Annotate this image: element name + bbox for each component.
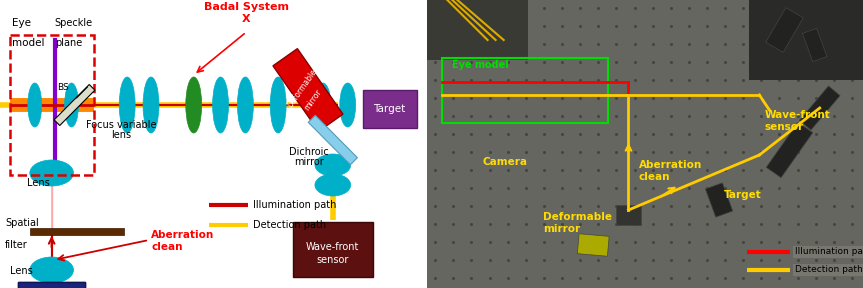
Text: Aberration: Aberration <box>639 160 702 170</box>
Bar <box>362 90 417 128</box>
Bar <box>705 183 733 217</box>
Bar <box>427 0 528 60</box>
Ellipse shape <box>315 154 350 176</box>
Text: lens: lens <box>111 130 131 140</box>
Text: Wave-front: Wave-front <box>765 110 830 120</box>
Ellipse shape <box>119 77 135 133</box>
Bar <box>799 86 840 130</box>
Bar <box>273 49 343 131</box>
Text: Illumination path: Illumination path <box>254 200 337 210</box>
Text: Speckle: Speckle <box>54 18 92 28</box>
Text: Deformable: Deformable <box>543 212 612 222</box>
Bar <box>54 84 95 126</box>
Text: model: model <box>12 38 44 48</box>
Text: mirror: mirror <box>302 88 324 112</box>
Text: Camera: Camera <box>482 157 527 167</box>
Bar <box>30 228 124 235</box>
Text: Illumination path: Illumination path <box>795 247 863 257</box>
Bar <box>803 28 827 62</box>
Bar <box>766 122 813 178</box>
Bar <box>616 205 641 225</box>
Bar <box>749 0 863 80</box>
Text: Eye: Eye <box>12 18 31 28</box>
Text: Dichroic: Dichroic <box>289 147 329 157</box>
Text: X: X <box>242 14 250 24</box>
Text: Spatial: Spatial <box>5 218 39 228</box>
Bar <box>293 222 373 277</box>
Ellipse shape <box>212 77 229 133</box>
Ellipse shape <box>28 83 41 127</box>
Text: Target: Target <box>724 190 762 200</box>
Text: mirror: mirror <box>294 157 324 167</box>
Text: Aberration: Aberration <box>151 230 214 240</box>
Bar <box>765 8 803 52</box>
Ellipse shape <box>340 83 356 127</box>
Ellipse shape <box>315 174 350 196</box>
Text: filter: filter <box>5 240 28 250</box>
Text: plane: plane <box>54 38 82 48</box>
Text: Target: Target <box>374 104 406 114</box>
Text: Detection path: Detection path <box>795 266 862 274</box>
Ellipse shape <box>143 77 159 133</box>
Text: mirror: mirror <box>543 224 580 234</box>
Text: Detection path: Detection path <box>254 220 326 230</box>
Ellipse shape <box>65 83 79 127</box>
Ellipse shape <box>30 160 73 186</box>
Ellipse shape <box>237 77 254 133</box>
Ellipse shape <box>315 83 331 127</box>
Text: BS: BS <box>58 83 69 92</box>
Text: Eye model: Eye model <box>452 60 509 70</box>
Text: sensor: sensor <box>317 255 349 265</box>
Text: sensor: sensor <box>765 122 803 132</box>
Text: clean: clean <box>151 242 182 252</box>
Ellipse shape <box>30 257 73 283</box>
Text: clean: clean <box>639 172 670 182</box>
Bar <box>308 115 357 165</box>
Bar <box>18 282 85 288</box>
Text: Lens: Lens <box>10 266 33 276</box>
Text: Lens: Lens <box>27 178 49 188</box>
Bar <box>10 35 94 175</box>
Text: Focus variable: Focus variable <box>86 120 156 130</box>
Text: Wave-front: Wave-front <box>306 242 360 252</box>
Text: Deformable: Deformable <box>286 67 318 109</box>
Bar <box>577 234 609 256</box>
Ellipse shape <box>186 77 202 133</box>
Bar <box>442 58 608 123</box>
Text: Badal System: Badal System <box>204 2 289 12</box>
Ellipse shape <box>270 77 287 133</box>
Bar <box>18 282 85 288</box>
